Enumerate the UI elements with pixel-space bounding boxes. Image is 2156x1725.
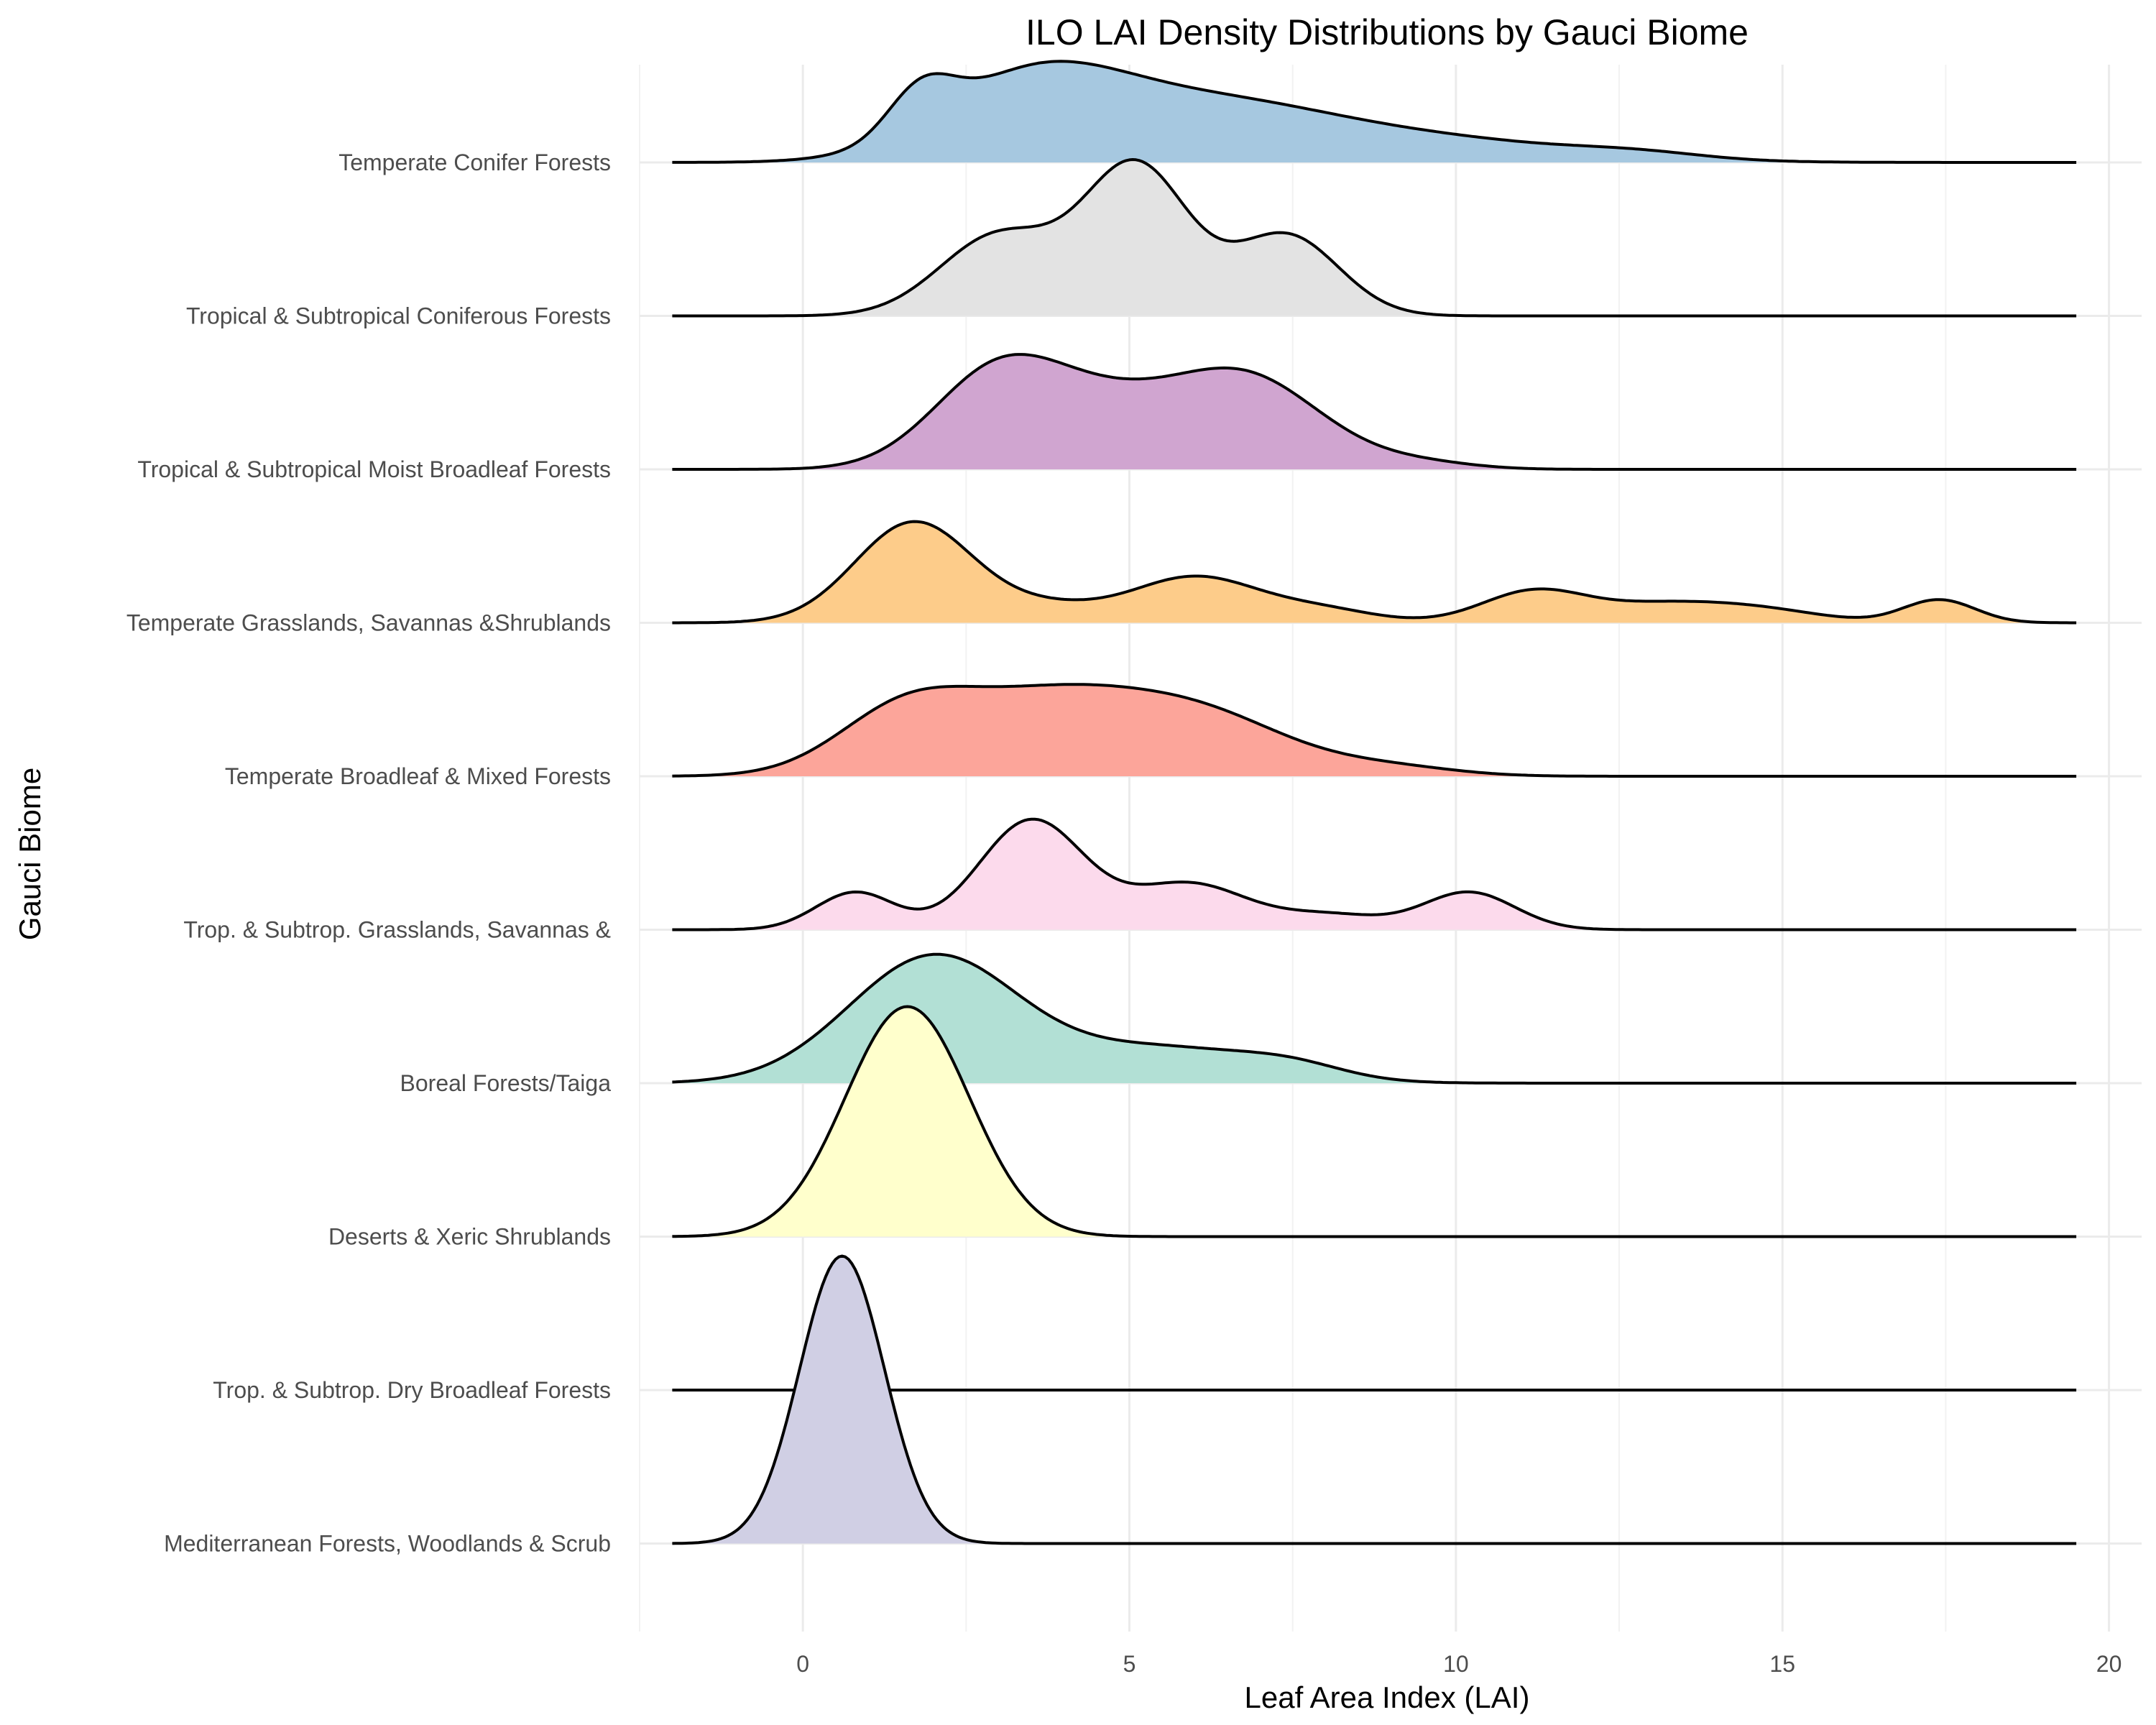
ridge-line	[672, 60, 2077, 164]
x-tick-label: 15	[1769, 1651, 1795, 1677]
ridge-area	[672, 1006, 2077, 1237]
ridge-area	[672, 819, 2077, 930]
ridge-line	[672, 520, 2077, 625]
y-tick-label: Temperate Conifer Forests	[338, 150, 611, 175]
ridge-area	[672, 61, 2077, 162]
ridge-line	[672, 158, 2077, 318]
ridge-line	[672, 683, 2077, 778]
x-axis-labels: 0 5 10 15 20	[796, 1651, 2122, 1677]
ridge-area	[672, 160, 2077, 316]
y-tick-label: Trop. & Subtrop. Dry Broadleaf Forests	[213, 1377, 611, 1403]
ridges	[672, 60, 2077, 1545]
y-tick-label: Boreal Forests/Taiga	[400, 1070, 612, 1096]
ridge-line	[672, 1005, 2077, 1238]
x-tick-label: 10	[1443, 1651, 1469, 1677]
x-tick-label: 0	[796, 1651, 809, 1677]
y-tick-label: Temperate Grasslands, Savannas &Shrublan…	[126, 610, 611, 636]
ridge-line	[672, 1254, 2077, 1545]
ridge-area	[672, 954, 2077, 1083]
y-axis-title: Gauci Biome	[13, 768, 47, 940]
x-tick-label: 5	[1123, 1651, 1136, 1677]
ridge-line	[672, 952, 2077, 1085]
y-tick-label: Mediterranean Forests, Woodlands & Scrub	[164, 1531, 611, 1557]
ridge-area	[672, 354, 2077, 469]
ridge-area	[672, 684, 2077, 776]
ridge-area	[672, 1256, 2077, 1544]
y-tick-label: Tropical & Subtropical Moist Broadleaf F…	[137, 456, 611, 482]
y-tick-label: Tropical & Subtropical Coniferous Forest…	[186, 303, 611, 329]
y-tick-label: Trop. & Subtrop. Grasslands, Savannas &	[183, 917, 611, 943]
y-axis-labels: Temperate Conifer Forests Tropical & Subt…	[126, 150, 611, 1557]
ridge-area	[672, 521, 2077, 623]
ridge-line	[672, 817, 2077, 932]
y-tick-label: Temperate Broadleaf & Mixed Forests	[225, 763, 611, 789]
chart-title: ILO LAI Density Distributions by Gauci B…	[1026, 12, 1749, 52]
y-tick-label: Deserts & Xeric Shrublands	[328, 1224, 611, 1250]
ridge-line	[672, 353, 2077, 471]
x-tick-label: 20	[2096, 1651, 2122, 1677]
x-axis-title: Leaf Area Index (LAI)	[1245, 1680, 1530, 1714]
